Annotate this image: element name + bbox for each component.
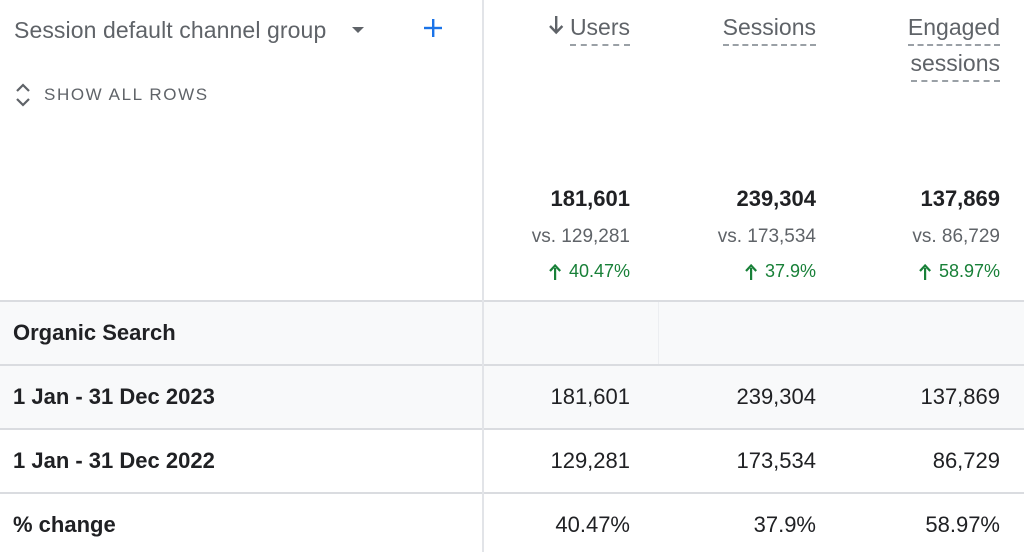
cell-sessions: 173,534 (736, 448, 816, 473)
row-label: % change (13, 512, 116, 537)
add-dimension-button[interactable] (418, 12, 448, 44)
expand-collapse-icon (16, 83, 30, 107)
dimension-label: Session default channel group (14, 16, 327, 43)
cell-sessions: 239,304 (736, 384, 816, 409)
row-label: 1 Jan - 31 Dec 2022 (13, 448, 215, 473)
table-row[interactable]: 1 Jan - 31 Dec 2023 181,601 239,304 137,… (0, 364, 1024, 428)
table-row[interactable]: % change 40.47% 37.9% 58.97% (0, 492, 1024, 552)
comparison-value: vs. 173,534 (717, 226, 816, 247)
cell-sessions: 37.9% (753, 512, 816, 537)
comparison-value: vs. 129,281 (531, 226, 630, 247)
column-title-line1: Engaged (907, 12, 1000, 46)
change-percent: 40.47% (568, 261, 630, 281)
change-value: 40.47% (549, 261, 630, 282)
sort-descending-icon (549, 16, 564, 35)
cell-users: 129,281 (550, 448, 630, 473)
column-header-sessions[interactable]: Sessions (722, 10, 816, 46)
comparison-value: vs. 86,729 (912, 226, 1000, 247)
dimension-header: Session default channel group SHOW ALL R… (0, 0, 482, 300)
cell-users: 181,601 (550, 384, 630, 409)
column-users: Users 181,601 vs. 129,281 40.47% (484, 0, 630, 300)
cell-engaged-sessions: 137,869 (920, 384, 1000, 409)
column-header-engaged-sessions[interactable]: Engaged sessions (907, 10, 1000, 82)
change-value: 58.97% (919, 261, 1000, 282)
column-sessions: Sessions 239,304 vs. 173,534 37.9% (630, 0, 816, 300)
cell-users: 40.47% (555, 512, 630, 537)
dimension-selector[interactable]: Session default channel group (14, 14, 365, 46)
table-row-group[interactable]: Organic Search (0, 300, 1024, 364)
column-engaged-sessions: Engaged sessions 137,869 vs. 86,729 58.9… (816, 0, 1000, 300)
table-header: Session default channel group SHOW ALL R… (0, 0, 1000, 300)
cell-divider (658, 302, 659, 364)
column-title-line2: sessions (910, 48, 1000, 82)
cell-engaged-sessions: 58.97% (925, 512, 1000, 537)
table-row[interactable]: 1 Jan - 31 Dec 2022 129,281 173,534 86,7… (0, 428, 1024, 492)
arrow-up-icon (919, 263, 931, 280)
row-label: Organic Search (13, 320, 176, 345)
total-value: 181,601 (550, 186, 630, 211)
column-title: Sessions (722, 12, 816, 46)
column-title: Users (569, 12, 630, 46)
change-percent: 58.97% (938, 261, 1000, 281)
change-percent: 37.9% (764, 261, 816, 281)
row-label: 1 Jan - 31 Dec 2023 (13, 384, 215, 409)
show-all-rows-button[interactable]: SHOW ALL ROWS (14, 80, 209, 110)
total-value: 239,304 (736, 186, 816, 211)
arrow-up-icon (745, 263, 757, 280)
show-all-rows-label: SHOW ALL ROWS (44, 85, 209, 104)
change-value: 37.9% (745, 261, 816, 282)
plus-icon (424, 19, 442, 37)
total-value: 137,869 (920, 186, 1000, 211)
arrow-up-icon (549, 263, 561, 280)
column-header-users[interactable]: Users (548, 10, 630, 46)
cell-engaged-sessions: 86,729 (932, 448, 1000, 473)
dropdown-caret-icon (352, 27, 365, 33)
column-divider (482, 0, 484, 552)
